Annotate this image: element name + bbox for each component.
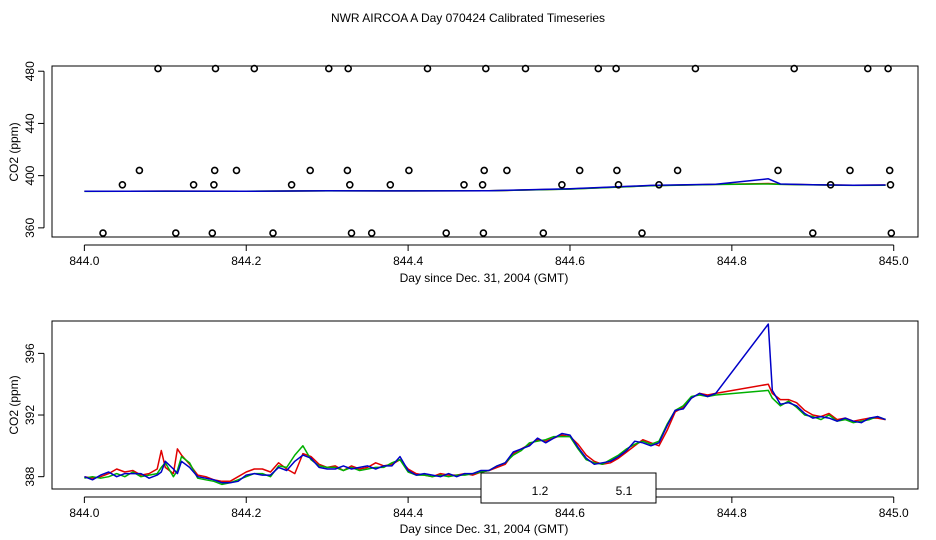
bottom-series-line-green <box>84 389 886 486</box>
top-data-point <box>250 64 259 73</box>
legend-box: 1.2 5.1 <box>480 472 657 504</box>
top-plot-frame <box>51 65 919 238</box>
top-scatter-points <box>99 64 896 237</box>
top-data-point <box>479 229 488 237</box>
top-data-point <box>521 64 530 73</box>
top-data-point <box>826 181 835 189</box>
top-y-ticks: 360 400 440 480 <box>23 61 45 238</box>
top-data-point <box>211 64 220 73</box>
top-data-point <box>306 166 315 175</box>
top-data-point <box>189 181 198 189</box>
top-data-point <box>210 181 218 189</box>
bottom-series-line-blue <box>84 323 886 484</box>
top-data-point <box>808 229 817 237</box>
top-data-point <box>367 229 376 237</box>
top-data-point <box>612 64 620 73</box>
top-y-tick-label: 360 <box>23 218 37 238</box>
top-data-point <box>885 166 894 175</box>
figure-title: NWR AIRCOA A Day 070424 Calibrated Times… <box>331 11 605 25</box>
top-x-tick-label: 845.0 <box>879 254 909 268</box>
top-data-point <box>347 229 356 237</box>
top-data-point <box>539 229 548 237</box>
top-data-point <box>863 64 872 73</box>
bottom-x-tick-label: 844.6 <box>555 506 585 520</box>
top-x-tick-label: 844.2 <box>231 254 261 268</box>
top-series-line-blue <box>84 178 886 193</box>
top-y-tick-label: 400 <box>23 165 37 185</box>
bottom-y-tick-label: 392 <box>23 405 37 425</box>
top-data-point <box>575 166 584 175</box>
bottom-y-tick-label: 396 <box>23 343 37 363</box>
legend-frame <box>480 472 657 504</box>
top-data-point <box>442 229 451 237</box>
top-data-point <box>118 181 127 189</box>
bottom-y-ticks: 388 392 396 <box>23 343 45 487</box>
top-data-point <box>269 229 277 237</box>
top-data-point <box>480 166 489 175</box>
top-data-point <box>154 64 162 73</box>
top-x-tick-label: 844.4 <box>393 254 423 268</box>
bottom-plot-frame <box>51 320 919 490</box>
top-data-point <box>423 64 432 73</box>
top-data-point <box>594 64 603 73</box>
top-data-point <box>345 181 354 189</box>
bottom-series-line-red <box>84 383 886 483</box>
top-data-point <box>344 64 353 73</box>
top-data-point <box>172 229 180 237</box>
top-data-point <box>481 64 490 73</box>
top-data-point <box>613 166 621 175</box>
bottom-panel: Day since Dec. 31, 2004 (GMT) CO2 (ppm) … <box>7 320 919 536</box>
legend-text-b: 5.1 <box>616 484 633 498</box>
bottom-y-tick-label: 388 <box>23 466 37 486</box>
bottom-x-tick-label: 844.2 <box>231 506 261 520</box>
top-data-point <box>135 166 144 175</box>
top-x-tick-label: 844.6 <box>555 254 585 268</box>
bottom-series-lines <box>84 323 886 486</box>
top-y-tick-label: 440 <box>23 113 37 133</box>
top-data-point <box>638 229 646 237</box>
bottom-x-axis-label: Day since Dec. 31, 2004 (GMT) <box>400 522 569 536</box>
bottom-x-tick-label: 844.4 <box>393 506 423 520</box>
bottom-x-tick-label: 844.0 <box>69 506 99 520</box>
top-data-point <box>774 166 782 175</box>
top-y-axis-label: CO2 (ppm) <box>7 122 21 181</box>
top-data-point <box>287 181 296 189</box>
bottom-x-tick-label: 845.0 <box>879 506 909 520</box>
top-data-point <box>614 181 623 189</box>
top-data-point <box>232 166 241 175</box>
top-data-point <box>887 229 896 237</box>
top-y-tick-label: 480 <box>23 61 37 81</box>
top-data-point <box>884 64 892 73</box>
top-data-point <box>460 181 468 189</box>
top-data-point <box>208 229 217 237</box>
top-data-point <box>405 166 413 175</box>
top-data-point <box>478 181 487 189</box>
top-x-tick-label: 844.8 <box>717 254 747 268</box>
top-data-point <box>99 229 107 237</box>
bottom-y-axis-label: CO2 (ppm) <box>7 375 21 434</box>
top-data-point <box>846 166 854 175</box>
top-data-point <box>503 166 511 175</box>
legend-text-a: 1.2 <box>532 484 549 498</box>
top-data-point <box>343 166 352 175</box>
top-x-ticks: 844.0 844.2 844.4 844.6 844.8 845.0 <box>69 244 909 268</box>
bottom-x-tick-label: 844.8 <box>717 506 747 520</box>
top-panel: Day since Dec. 31, 2004 (GMT) CO2 (ppm) … <box>7 61 919 285</box>
top-data-point <box>691 64 700 73</box>
top-data-point <box>655 181 663 189</box>
top-data-point <box>324 64 333 73</box>
top-data-point <box>790 64 799 73</box>
top-data-point <box>558 181 566 189</box>
top-data-point <box>386 181 395 189</box>
top-data-point <box>673 166 682 175</box>
top-series-lines <box>84 178 886 193</box>
top-data-point <box>886 181 895 189</box>
top-x-tick-label: 844.0 <box>69 254 99 268</box>
top-x-axis-label: Day since Dec. 31, 2004 (GMT) <box>400 271 569 285</box>
top-data-point <box>210 166 219 175</box>
